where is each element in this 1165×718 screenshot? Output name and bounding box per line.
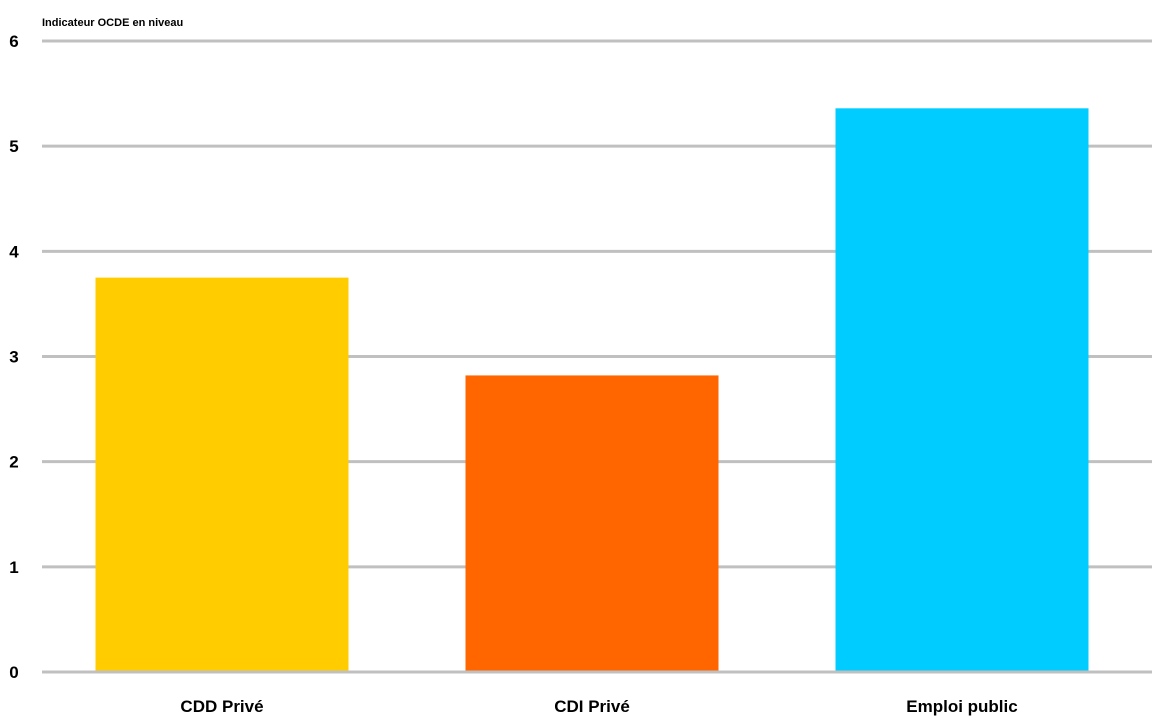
y-axis-label: Indicateur OCDE en niveau — [42, 17, 183, 29]
y-tick-label-0: 0 — [9, 663, 18, 682]
y-axis-ticks: 0 1 2 3 4 5 6 — [9, 32, 19, 682]
x-tick-label-0: CDD Privé — [180, 697, 263, 716]
y-tick-label-6: 6 — [9, 32, 18, 51]
y-tick-label-4: 4 — [9, 242, 19, 261]
x-axis-ticks: CDD Privé CDI Privé Emploi public — [180, 697, 1017, 716]
bar-0 — [95, 277, 349, 672]
bars — [42, 108, 1152, 674]
y-tick-label-3: 3 — [9, 348, 18, 367]
x-tick-label-2: Emploi public — [906, 697, 1017, 716]
bar-2 — [835, 108, 1089, 673]
y-tick-label-1: 1 — [9, 558, 18, 577]
x-tick-label-1: CDI Privé — [554, 697, 630, 716]
y-tick-label-5: 5 — [9, 137, 18, 156]
bar-1 — [465, 375, 719, 672]
y-tick-label-2: 2 — [9, 453, 18, 472]
